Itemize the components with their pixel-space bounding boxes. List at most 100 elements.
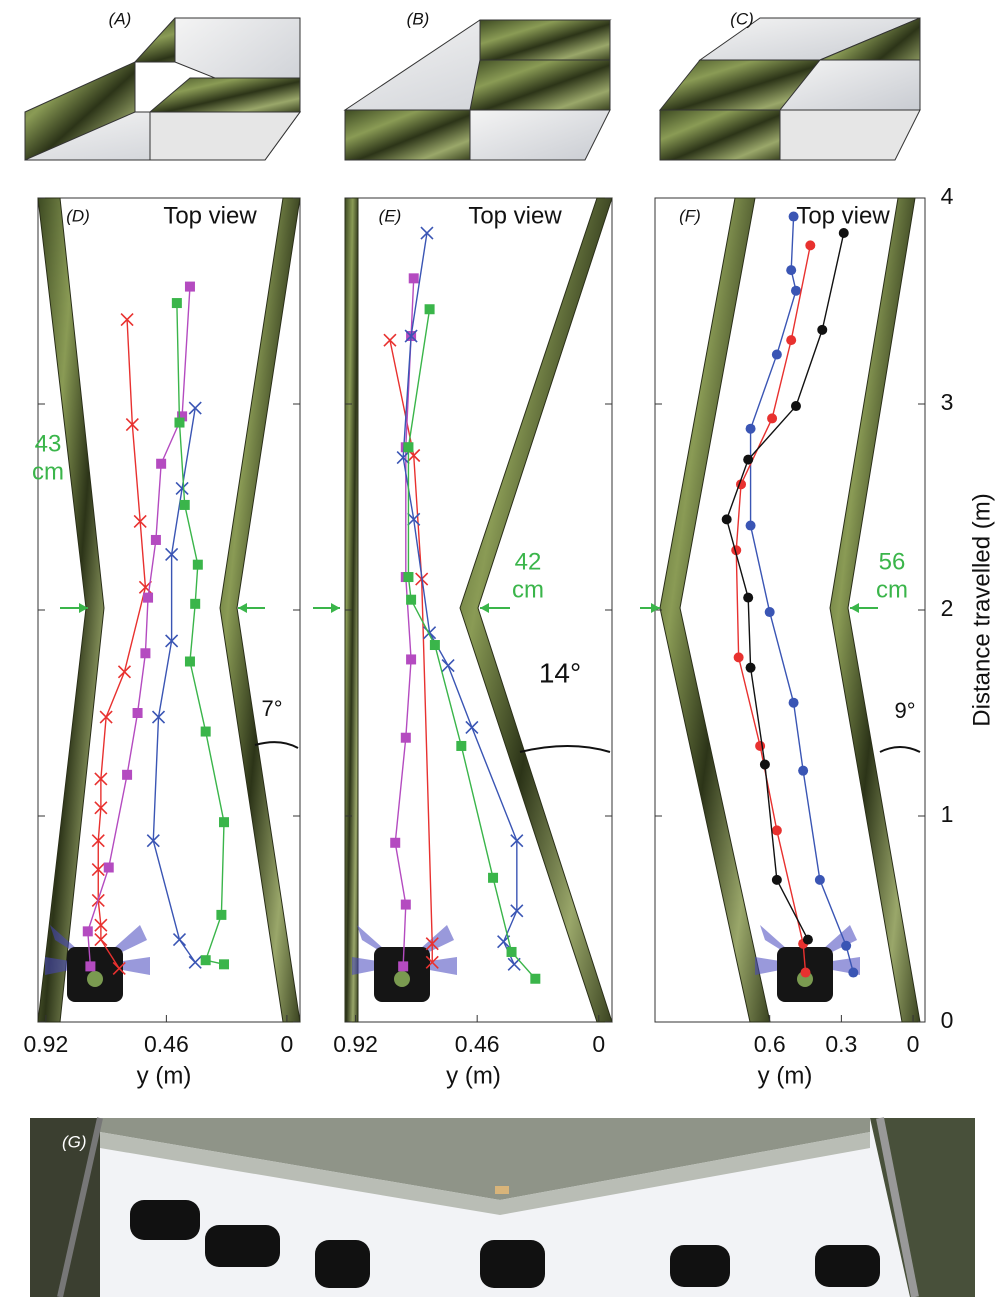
marker [94, 933, 108, 947]
marker [788, 697, 799, 708]
width-label: 56 [879, 548, 906, 575]
arena-photo: (G) [30, 1117, 975, 1298]
marker [85, 961, 96, 972]
marker [814, 874, 825, 885]
marker [745, 423, 756, 434]
marker [94, 918, 108, 932]
marker [800, 967, 811, 978]
marker [165, 634, 179, 648]
marker [190, 598, 201, 609]
annotation: Top view [163, 202, 257, 229]
marker [219, 817, 230, 828]
annotation: Top view [468, 202, 562, 229]
marker [788, 211, 799, 222]
marker [120, 312, 134, 327]
marker [150, 534, 161, 545]
marker [383, 333, 397, 347]
marker [406, 594, 417, 605]
width-label: cm [876, 576, 908, 603]
panel-label: (B) [407, 9, 430, 28]
marker [146, 834, 160, 848]
robot-eye [87, 971, 103, 987]
trajectory [725, 232, 845, 940]
angle-label: 14° [539, 657, 581, 688]
sketch-c [658, 17, 921, 161]
marker [767, 413, 778, 424]
y-tick-label: 0 [941, 1007, 954, 1033]
marker [798, 765, 809, 776]
marker [465, 720, 479, 734]
marker [91, 834, 105, 848]
x-tick-label: 0.46 [144, 1031, 189, 1057]
arrow-head [238, 603, 247, 613]
angle-arc [519, 745, 611, 753]
panel-label: (F) [679, 206, 701, 225]
marker [786, 265, 797, 276]
arrow-head [480, 603, 489, 613]
marker [216, 909, 227, 920]
panel-label: (E) [379, 206, 402, 225]
marker [172, 933, 187, 947]
marker [764, 607, 775, 618]
marker [179, 499, 190, 510]
trajectory [152, 408, 196, 963]
marker [174, 417, 185, 428]
annotation: Top view [796, 202, 890, 229]
x-axis-label: y (m) [446, 1062, 501, 1089]
x-axis-label: y (m) [137, 1062, 192, 1089]
x-tick-label: 0.3 [825, 1031, 857, 1057]
marker [786, 335, 797, 346]
angle-label: 7° [261, 696, 282, 721]
angle-arc [879, 746, 921, 753]
marker [396, 450, 410, 465]
marker [805, 240, 816, 251]
marker [771, 825, 782, 836]
marker [424, 304, 435, 315]
marker [743, 592, 754, 603]
x-tick-label: 0.92 [333, 1031, 378, 1057]
panel-label: (C) [730, 9, 754, 28]
width-label: 42 [515, 548, 542, 575]
marker [848, 967, 859, 978]
marker [184, 281, 195, 292]
marker [175, 481, 189, 496]
panel-label: (D) [66, 206, 90, 225]
width-label: 43 [35, 430, 62, 457]
x-tick-label: 0 [281, 1031, 294, 1057]
marker [441, 659, 455, 673]
sketch-b [343, 19, 612, 161]
marker [425, 955, 439, 969]
marker [188, 401, 202, 415]
marker [403, 442, 414, 453]
y-tick-label: 3 [941, 389, 954, 415]
width-label: cm [32, 458, 64, 485]
arrow-head [331, 603, 340, 613]
marker [99, 710, 113, 724]
marker [132, 708, 143, 718]
marker [400, 899, 411, 910]
marker [838, 228, 849, 239]
y-tick-label: 2 [941, 595, 954, 621]
marker [429, 640, 440, 651]
marker [200, 726, 211, 737]
marker [817, 324, 828, 335]
trajectory [735, 245, 811, 973]
marker [790, 285, 801, 296]
marker [721, 514, 732, 525]
marker [510, 904, 524, 918]
panel-label: (A) [109, 9, 132, 28]
marker [192, 559, 203, 570]
angle-arc [254, 741, 299, 749]
marker [755, 740, 766, 751]
x-tick-label: 0 [592, 1031, 605, 1057]
tunnel-sketches: (A) (B) (C) [24, 9, 921, 161]
marker [82, 926, 93, 937]
marker [802, 934, 813, 945]
marker [125, 418, 139, 432]
y-tick-label: 4 [941, 183, 954, 209]
marker [506, 946, 517, 957]
marker [420, 226, 434, 240]
